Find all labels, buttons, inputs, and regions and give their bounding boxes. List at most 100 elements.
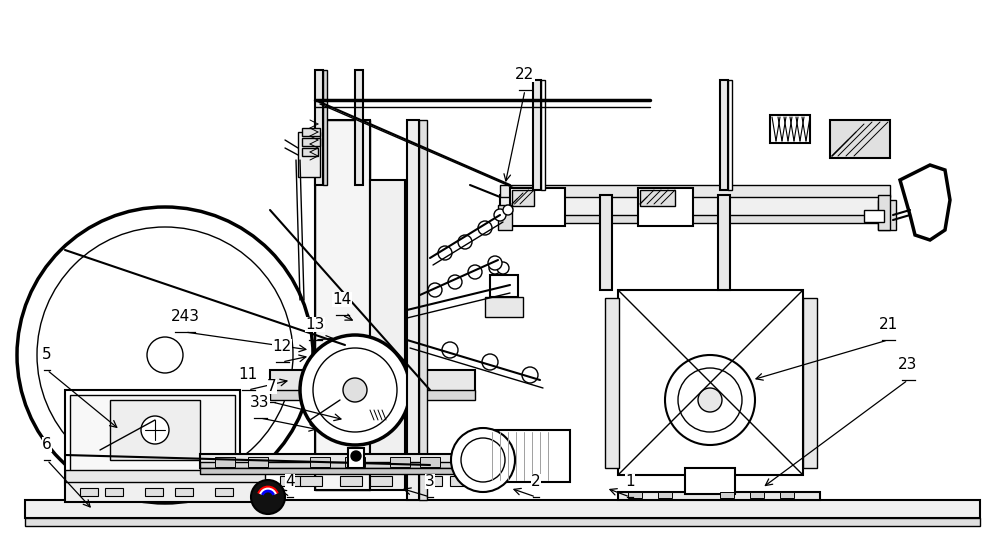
Bar <box>302 138 320 146</box>
Bar <box>500 185 890 197</box>
Bar <box>720 492 734 498</box>
Bar <box>803 298 817 468</box>
Text: 2: 2 <box>531 474 541 489</box>
Circle shape <box>458 235 472 249</box>
Bar <box>685 468 735 494</box>
Bar <box>490 430 570 482</box>
Bar <box>688 475 732 493</box>
Bar <box>750 492 764 498</box>
Bar <box>175 488 193 496</box>
Text: 6: 6 <box>42 437 52 452</box>
Bar <box>485 297 523 317</box>
Bar <box>720 80 728 190</box>
Bar <box>270 370 475 392</box>
Bar <box>830 120 890 158</box>
Bar <box>718 195 730 290</box>
Bar <box>450 476 472 486</box>
Bar <box>512 190 534 206</box>
Bar <box>310 457 330 467</box>
Bar <box>315 120 370 490</box>
Bar <box>110 400 200 460</box>
Bar <box>618 290 803 475</box>
Bar <box>878 200 896 230</box>
Text: 11: 11 <box>238 367 258 382</box>
Text: 12: 12 <box>272 339 292 354</box>
Text: 1: 1 <box>625 474 635 489</box>
Circle shape <box>503 205 513 215</box>
Bar <box>390 457 410 467</box>
Circle shape <box>448 275 462 289</box>
Bar <box>780 492 794 498</box>
Bar <box>348 448 364 468</box>
Bar <box>541 80 545 190</box>
Bar <box>345 457 365 467</box>
Text: 23: 23 <box>898 357 918 372</box>
Bar <box>323 70 327 185</box>
Bar <box>65 390 240 485</box>
Bar <box>605 298 619 468</box>
Bar <box>770 115 810 143</box>
Bar <box>80 488 98 496</box>
Bar <box>628 492 642 498</box>
Bar <box>300 476 322 486</box>
Bar <box>618 492 820 500</box>
Circle shape <box>251 480 285 514</box>
Circle shape <box>451 428 515 492</box>
Circle shape <box>442 342 458 358</box>
Circle shape <box>300 335 410 445</box>
Circle shape <box>489 262 501 274</box>
Bar <box>65 470 265 482</box>
Bar <box>640 190 675 206</box>
Text: 22: 22 <box>515 67 535 82</box>
Bar <box>658 492 672 498</box>
Circle shape <box>497 262 509 274</box>
Text: 33: 33 <box>250 395 270 410</box>
Bar <box>420 457 440 467</box>
Circle shape <box>468 265 482 279</box>
Bar <box>728 80 732 190</box>
Bar <box>370 180 405 490</box>
Bar <box>200 462 520 468</box>
Bar <box>248 457 268 467</box>
Bar <box>25 518 980 526</box>
Circle shape <box>37 227 293 483</box>
Bar <box>302 128 320 136</box>
Circle shape <box>665 355 755 445</box>
Bar <box>500 195 890 217</box>
Circle shape <box>313 348 397 432</box>
Bar <box>105 488 123 496</box>
Bar <box>370 476 392 486</box>
Circle shape <box>461 438 505 482</box>
Bar <box>25 500 980 518</box>
Bar <box>510 188 565 226</box>
Bar <box>638 188 693 226</box>
Text: 13: 13 <box>305 317 325 332</box>
Bar <box>878 195 890 230</box>
Circle shape <box>438 246 452 260</box>
Text: 5: 5 <box>42 347 52 362</box>
Circle shape <box>494 209 506 221</box>
Bar <box>302 148 318 156</box>
Text: 14: 14 <box>332 292 352 307</box>
Bar <box>419 120 427 500</box>
Circle shape <box>141 416 169 444</box>
Circle shape <box>17 207 313 503</box>
Bar <box>355 70 363 185</box>
Text: 4: 4 <box>285 474 295 489</box>
Text: 3: 3 <box>425 474 435 489</box>
Bar <box>145 488 163 496</box>
Circle shape <box>478 221 492 235</box>
Circle shape <box>698 388 722 412</box>
Bar <box>270 390 475 400</box>
Bar <box>200 454 520 468</box>
Bar <box>298 132 320 177</box>
Bar <box>200 468 520 474</box>
Bar <box>500 215 890 223</box>
Bar <box>70 395 235 480</box>
Bar <box>215 457 235 467</box>
Circle shape <box>428 283 442 297</box>
Bar <box>280 476 302 486</box>
Polygon shape <box>900 165 950 240</box>
Circle shape <box>343 378 367 402</box>
Circle shape <box>522 367 538 383</box>
